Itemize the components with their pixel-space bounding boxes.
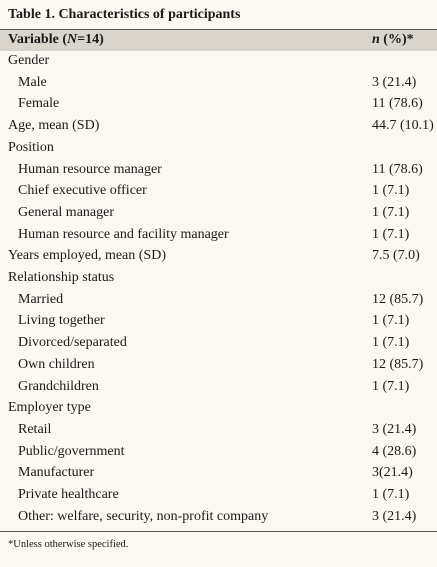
header-text: N: [66, 32, 78, 47]
table-row: Manufacturer 3(21.4): [0, 463, 437, 485]
table-row: Public/government 4 (28.6): [0, 442, 437, 464]
table-row: Married 12 (85.7): [0, 290, 437, 312]
table-row: Female 11 (78.6): [0, 94, 437, 116]
row-value: 1 (7.1): [372, 313, 410, 329]
row-label: Living together: [18, 313, 105, 329]
header-text: n: [372, 32, 380, 47]
row-label: Public/government: [18, 443, 125, 459]
row-label: Female: [18, 96, 60, 112]
row-label: Other: welfare, security, non-profit com…: [18, 508, 269, 524]
row-value: 1 (7.1): [372, 183, 410, 199]
table-row: Grandchildren 1 (7.1): [0, 377, 437, 399]
row-label: Retail: [18, 421, 52, 437]
header-text: Variable (: [8, 32, 67, 47]
header-variable: Variable (N=14): [8, 32, 104, 48]
row-label: Position: [8, 139, 54, 155]
table-row: Age, mean (SD) 44.7 (10.1): [0, 116, 437, 138]
table-header: Variable (N=14) n (%)*: [0, 29, 437, 51]
table-row: Retail 3 (21.4): [0, 420, 437, 442]
table-row: Other: welfare, security, non-profit com…: [0, 507, 437, 529]
table-row: Chief executive officer 1 (7.1): [0, 181, 437, 203]
row-value: 3 (21.4): [372, 421, 417, 437]
row-label: General manager: [18, 204, 114, 220]
table-row: Years employed, mean (SD) 7.5 (7.0): [0, 246, 437, 268]
row-value: 12 (85.7): [372, 291, 424, 307]
row-value: 3 (21.4): [372, 74, 417, 90]
row-label: Employer type: [8, 400, 91, 416]
row-value: 7.5 (7.0): [372, 248, 420, 264]
table-row: Relationship status: [0, 268, 437, 290]
table-row: Human resource manager 11 (78.6): [0, 160, 437, 182]
row-label: Grandchildren: [18, 378, 99, 394]
row-label: Age, mean (SD): [8, 118, 100, 134]
table-row: General manager 1 (7.1): [0, 203, 437, 225]
row-value: 1 (7.1): [372, 335, 410, 351]
row-value: 1 (7.1): [372, 378, 410, 394]
footnote: *Unless otherwise specified.: [8, 539, 129, 550]
row-label: Human resource manager: [18, 161, 162, 177]
table-row: Private healthcare 1 (7.1): [0, 485, 437, 507]
table-row: Living together 1 (7.1): [0, 311, 437, 333]
table-row: Employer type: [0, 398, 437, 420]
row-value: 1 (7.1): [372, 204, 410, 220]
row-label: Relationship status: [8, 270, 115, 285]
row-label: Gender: [8, 53, 50, 68]
row-value: 4 (28.6): [372, 443, 417, 459]
row-value: 11 (78.6): [372, 161, 423, 177]
row-value: 44.7 (10.1): [372, 118, 434, 134]
table-row: Gender: [0, 51, 437, 73]
row-label: Married: [18, 291, 64, 307]
header-text: (%)*: [379, 32, 414, 47]
row-value: 11 (78.6): [372, 96, 423, 112]
row-value: 3 (21.4): [372, 508, 417, 524]
row-label: Own children: [18, 356, 95, 372]
table-row: Male 3 (21.4): [0, 73, 437, 95]
table-row: Divorced/separated 1 (7.1): [0, 333, 437, 355]
table-row: Human resource and facility manager 1 (7.…: [0, 225, 437, 247]
table-row: Position: [0, 138, 437, 160]
table-rule: [0, 531, 437, 532]
row-label: Years employed, mean (SD): [8, 248, 166, 264]
header-value: n (%)*: [372, 32, 414, 48]
table-title: Table 1. Characteristics of participants: [8, 7, 241, 22]
row-value: 1 (7.1): [372, 487, 410, 502]
row-label: Private healthcare: [18, 487, 119, 502]
row-label: Divorced/separated: [18, 335, 127, 351]
row-label: Chief executive officer: [18, 183, 147, 199]
row-value: 3(21.4): [372, 465, 413, 481]
row-value: 12 (85.7): [372, 356, 424, 372]
row-label: Male: [18, 74, 47, 90]
row-value: 1 (7.1): [372, 226, 410, 242]
row-label: Human resource and facility manager: [18, 226, 229, 242]
header-text: =14): [77, 32, 104, 47]
row-label: Manufacturer: [18, 465, 95, 481]
table-row: Own children 12 (85.7): [0, 355, 437, 377]
